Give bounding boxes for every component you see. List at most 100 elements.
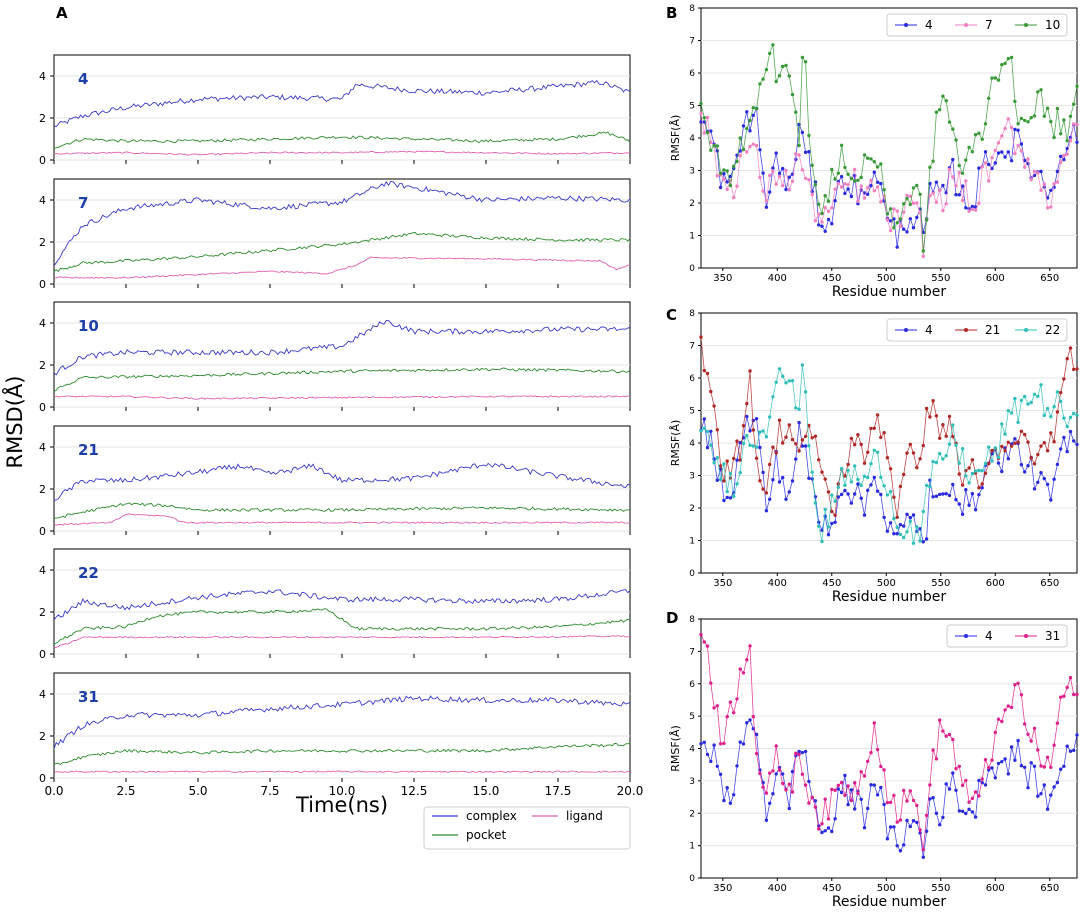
- data-point: [1045, 482, 1050, 487]
- series-line-pocket: [53, 608, 631, 645]
- data-point: [1045, 406, 1050, 411]
- data-point: [1049, 415, 1053, 419]
- data-point: [790, 790, 795, 794]
- data-point: [820, 830, 824, 835]
- data-point: [833, 788, 837, 792]
- series-line-pocket: [53, 231, 631, 273]
- data-point: [764, 509, 769, 513]
- data-point: [741, 147, 746, 152]
- y-tick-label: 7: [689, 37, 695, 47]
- data-point: [761, 189, 765, 193]
- x-tick-label: 450: [822, 578, 841, 589]
- data-point: [869, 483, 873, 487]
- data-point: [748, 644, 752, 648]
- data-point: [1055, 721, 1060, 725]
- legend-label-10: 10: [1045, 18, 1060, 32]
- data-point: [921, 443, 925, 448]
- y-tick-label: 4: [39, 564, 46, 577]
- data-point: [709, 148, 713, 152]
- data-point: [741, 441, 746, 446]
- x-tick-label: 350: [713, 578, 732, 589]
- data-point: [895, 245, 899, 249]
- data-point: [820, 220, 824, 224]
- data-point: [964, 206, 968, 210]
- data-point: [751, 418, 755, 423]
- data-point: [846, 183, 850, 187]
- data-point: [846, 468, 850, 472]
- data-point: [781, 781, 785, 786]
- data-point: [761, 487, 765, 491]
- data-point: [705, 644, 710, 648]
- data-point: [1068, 429, 1073, 434]
- subplot-frame: [53, 54, 631, 161]
- rmsd-subplot-31: 0 2 4 31: [39, 672, 631, 785]
- data-point: [1032, 764, 1037, 768]
- data-point: [856, 477, 860, 482]
- data-point: [1059, 447, 1063, 451]
- data-point: [849, 798, 854, 803]
- data-point: [967, 481, 971, 485]
- data-point: [944, 454, 948, 458]
- data-point: [934, 757, 939, 761]
- data-point: [823, 205, 827, 210]
- y-tick-label: 2: [39, 730, 46, 743]
- data-point: [888, 800, 893, 805]
- data-point: [1065, 139, 1069, 143]
- data-point: [957, 170, 961, 175]
- data-point: [898, 224, 903, 229]
- x-tick-label: 400: [768, 883, 787, 894]
- data-point: [764, 199, 769, 203]
- data-point: [960, 809, 965, 813]
- series-4: [699, 718, 1079, 859]
- data-point: [885, 800, 890, 805]
- data-point: [1055, 169, 1060, 174]
- data-point: [964, 179, 968, 183]
- data-point: [866, 156, 870, 160]
- data-point: [1075, 413, 1079, 417]
- y-tick-label: 8: [689, 4, 695, 14]
- y-tick-label: 4: [689, 439, 695, 449]
- y-tick-label: 3: [689, 472, 695, 482]
- data-point: [954, 767, 958, 771]
- data-point: [892, 495, 896, 499]
- data-point: [911, 513, 916, 517]
- data-point: [846, 802, 850, 807]
- data-point: [830, 787, 834, 792]
- data-point: [951, 434, 955, 439]
- data-point: [885, 212, 890, 216]
- data-point: [741, 671, 746, 675]
- data-point: [1039, 471, 1043, 475]
- data-point: [1042, 182, 1047, 186]
- data-point: [777, 768, 782, 772]
- data-point: [725, 715, 729, 719]
- data-point: [951, 482, 955, 487]
- data-point: [1045, 206, 1050, 210]
- y-tick-label: 2: [39, 112, 46, 125]
- data-point: [718, 772, 723, 776]
- data-point: [1055, 780, 1060, 785]
- data-point: [1068, 346, 1073, 350]
- data-point: [888, 207, 893, 211]
- series-31: [699, 632, 1079, 852]
- data-point: [1045, 755, 1050, 759]
- data-point: [928, 783, 932, 787]
- data-point: [797, 752, 801, 757]
- data-point: [725, 489, 729, 494]
- data-point: [1036, 794, 1040, 798]
- data-point: [947, 414, 952, 419]
- data-point: [951, 423, 955, 427]
- panel-d: D 0 1 2 3 4 5 6 7 8 350 400 450 500 550 600 650 Residue n…: [666, 609, 1079, 910]
- data-point: [885, 493, 890, 497]
- data-point: [875, 165, 880, 169]
- y-tick-label: 4: [689, 134, 695, 144]
- data-point: [771, 166, 775, 170]
- data-point: [872, 721, 876, 725]
- series-line-ligand: [53, 635, 631, 649]
- data-point: [807, 133, 811, 138]
- data-point: [761, 785, 765, 789]
- data-point: [777, 418, 782, 422]
- y-tick-label: 0: [39, 154, 46, 167]
- data-point: [938, 188, 942, 192]
- data-point: [911, 201, 916, 205]
- data-point: [761, 429, 765, 433]
